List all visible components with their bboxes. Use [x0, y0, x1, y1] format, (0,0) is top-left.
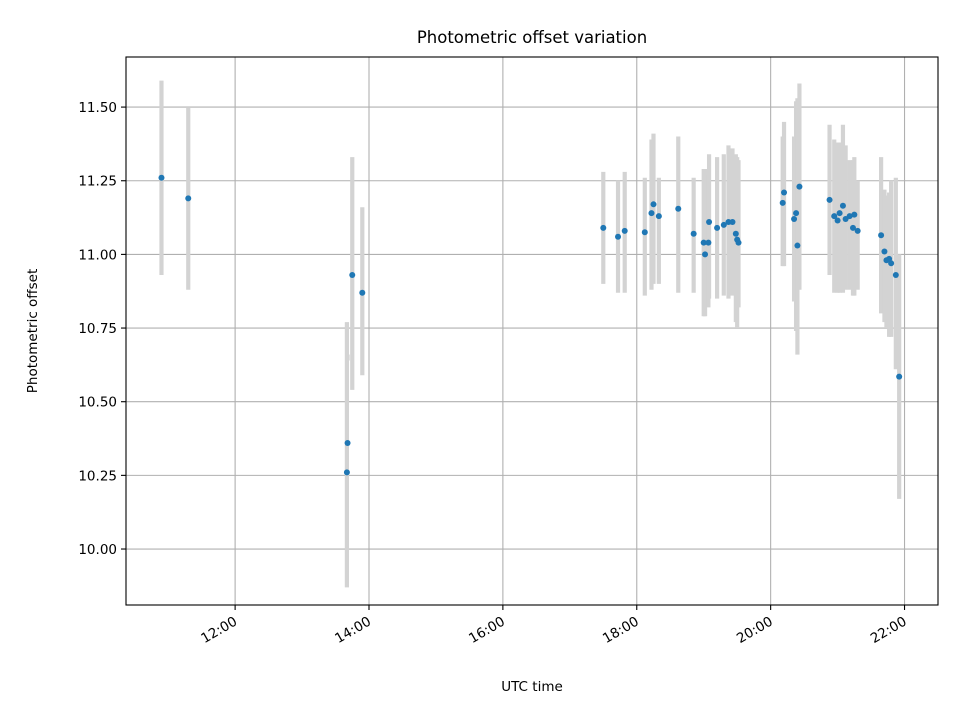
y-axis-ticks: 10.00 10.25 10.50 10.75 11.00 11.25 11.50 — [78, 100, 126, 558]
y-tick-label: 10.50 — [78, 395, 117, 411]
x-axis-label: UTC time — [501, 679, 563, 695]
data-point — [621, 227, 628, 234]
grid — [126, 57, 938, 605]
data-point — [655, 213, 662, 220]
y-axis-label: Photometric offset — [25, 269, 41, 393]
data-point — [834, 217, 841, 224]
data-point — [896, 373, 903, 380]
data-point — [839, 202, 846, 209]
data-point — [650, 201, 657, 208]
data-point — [690, 230, 697, 237]
y-tick-label: 11.25 — [78, 174, 117, 190]
data-point — [343, 469, 350, 476]
data-point — [720, 221, 727, 228]
data-point — [706, 218, 713, 225]
data-point — [675, 205, 682, 212]
data-point — [836, 210, 843, 217]
data-point — [888, 260, 895, 267]
y-tick-label: 10.75 — [78, 321, 117, 337]
data-point — [702, 251, 709, 258]
data-point — [185, 195, 192, 202]
data-point — [615, 233, 622, 240]
data-point — [714, 224, 721, 231]
data-point — [878, 232, 885, 239]
y-tick-label: 11.00 — [78, 247, 117, 263]
plot-frame — [125, 56, 939, 606]
data-point — [781, 189, 788, 196]
data-point — [881, 248, 888, 255]
data-point — [793, 210, 800, 217]
data-point — [648, 210, 655, 217]
data-point — [851, 211, 858, 218]
data-point — [729, 218, 736, 225]
data-point — [849, 224, 856, 231]
data-point — [892, 272, 899, 279]
data-point — [831, 213, 838, 220]
data-point — [854, 227, 861, 234]
data-point — [732, 230, 739, 237]
data-point — [705, 239, 712, 246]
data-point — [794, 242, 801, 249]
data-point — [344, 439, 351, 446]
data-point — [359, 289, 366, 296]
data-point — [158, 174, 165, 181]
data-point — [735, 239, 742, 246]
data-point — [779, 199, 786, 206]
data-point — [349, 272, 356, 279]
data-points — [158, 174, 903, 476]
data-point — [846, 213, 853, 220]
y-tick-label: 11.50 — [78, 100, 117, 116]
chart-title: Photometric offset variation — [417, 28, 647, 47]
data-point — [796, 183, 803, 190]
y-tick-label: 10.25 — [78, 468, 117, 484]
y-tick-label: 10.00 — [78, 542, 117, 558]
data-point — [700, 239, 707, 246]
data-point — [641, 229, 648, 236]
data-point — [600, 224, 607, 231]
data-point — [791, 216, 798, 223]
data-point — [826, 196, 833, 203]
